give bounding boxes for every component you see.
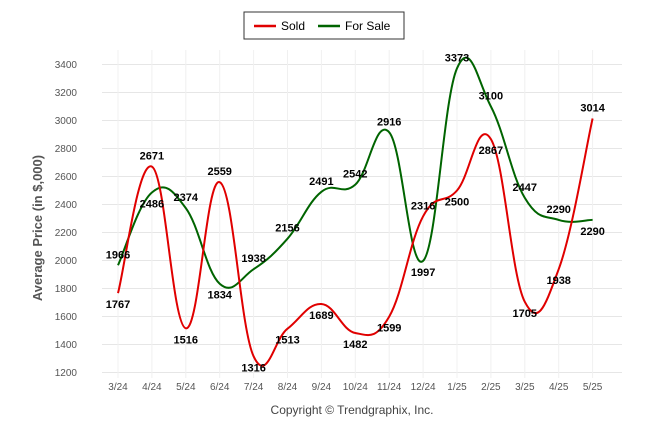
data-label-sold: 2559	[207, 166, 231, 178]
data-label-for-sale: 1966	[106, 249, 130, 261]
data-label-sold: 1938	[546, 275, 570, 287]
data-label-for-sale: 2486	[140, 198, 164, 210]
data-label-for-sale: 2290	[580, 226, 604, 238]
y-tick-label: 3200	[55, 88, 78, 99]
y-tick-label: 3000	[55, 116, 78, 127]
y-axis-title: Average Price (in $,000)	[30, 155, 45, 301]
data-label-for-sale: 2447	[513, 182, 537, 194]
x-tick-label: 8/24	[278, 382, 298, 393]
data-label-sold: 1767	[106, 299, 130, 311]
data-label-for-sale: 2374	[174, 192, 199, 204]
series-line-sold	[117, 118, 594, 367]
y-tick-label: 1600	[55, 312, 78, 323]
data-label-sold: 2671	[140, 151, 164, 163]
x-tick-label: 5/24	[176, 382, 196, 393]
data-label-sold: 1705	[513, 308, 537, 320]
x-tick-label: 10/24	[343, 382, 368, 393]
x-tick-label: 5/25	[583, 382, 603, 393]
data-label-for-sale: 2916	[377, 116, 401, 128]
data-label-sold: 1516	[174, 334, 198, 346]
y-tick-label: 2800	[55, 144, 78, 155]
data-label-sold: 2500	[445, 197, 469, 209]
data-labels: 1767 2671 1516 2559 1316 1513 1689 1482 1599 2316…	[106, 52, 606, 374]
legend-label-for-sale: For Sale	[345, 19, 391, 33]
y-tick-label: 2000	[55, 256, 78, 267]
x-axis-ticks: 3/24 4/24 5/24 6/24 7/24 8/24 9/24 10/24 11/24 12…	[108, 382, 603, 393]
data-label-for-sale: 1834	[207, 290, 232, 302]
data-label-for-sale: 3100	[479, 91, 503, 103]
data-label-for-sale: 2156	[275, 223, 299, 235]
data-label-sold: 3014	[580, 103, 605, 115]
legend: Sold For Sale	[243, 11, 405, 40]
x-tick-label: 3/25	[515, 382, 535, 393]
y-tick-label: 1400	[55, 340, 78, 351]
x-tick-label: 1/25	[447, 382, 467, 393]
x-tick-label: 6/24	[210, 382, 230, 393]
data-label-for-sale: 2491	[309, 176, 333, 188]
grid-lines	[102, 50, 622, 378]
data-label-sold: 1689	[309, 310, 333, 322]
data-label-sold: 2316	[411, 200, 435, 212]
data-label-for-sale: 2542	[343, 169, 367, 181]
legend-label-sold: Sold	[281, 19, 305, 33]
data-label-sold: 1513	[275, 335, 299, 347]
data-label-for-sale: 3373	[445, 52, 469, 64]
y-tick-label: 2200	[55, 228, 78, 239]
y-tick-label: 2600	[55, 172, 78, 183]
x-tick-label: 9/24	[312, 382, 332, 393]
data-label-for-sale: 1997	[411, 267, 435, 279]
data-label-sold: 1599	[377, 323, 401, 335]
x-tick-label: 2/25	[481, 382, 501, 393]
data-label-sold: 1316	[241, 362, 265, 374]
y-tick-label: 1200	[55, 368, 78, 379]
x-tick-label: 11/24	[377, 382, 402, 393]
x-tick-label: 12/24	[411, 382, 436, 393]
data-label-for-sale: 2290	[546, 204, 570, 216]
x-tick-label: 4/24	[142, 382, 162, 393]
data-label-sold: 2867	[479, 145, 503, 157]
x-tick-label: 7/24	[244, 382, 264, 393]
y-tick-label: 3400	[55, 60, 78, 71]
x-tick-label: 4/25	[549, 382, 569, 393]
y-axis-ticks: 1200 1400 1600 1800 2000 2200 2400 2600 2800 3000…	[55, 60, 78, 379]
y-tick-label: 2400	[55, 200, 78, 211]
data-label-for-sale: 1938	[241, 253, 265, 265]
series-lines	[117, 56, 594, 367]
y-tick-label: 1800	[55, 284, 78, 295]
copyright-credit: Copyright © Trendgraphix, Inc.	[271, 403, 434, 417]
data-label-sold: 1482	[343, 339, 367, 351]
series-line-for-sale	[117, 56, 593, 289]
x-tick-label: 3/24	[108, 382, 128, 393]
